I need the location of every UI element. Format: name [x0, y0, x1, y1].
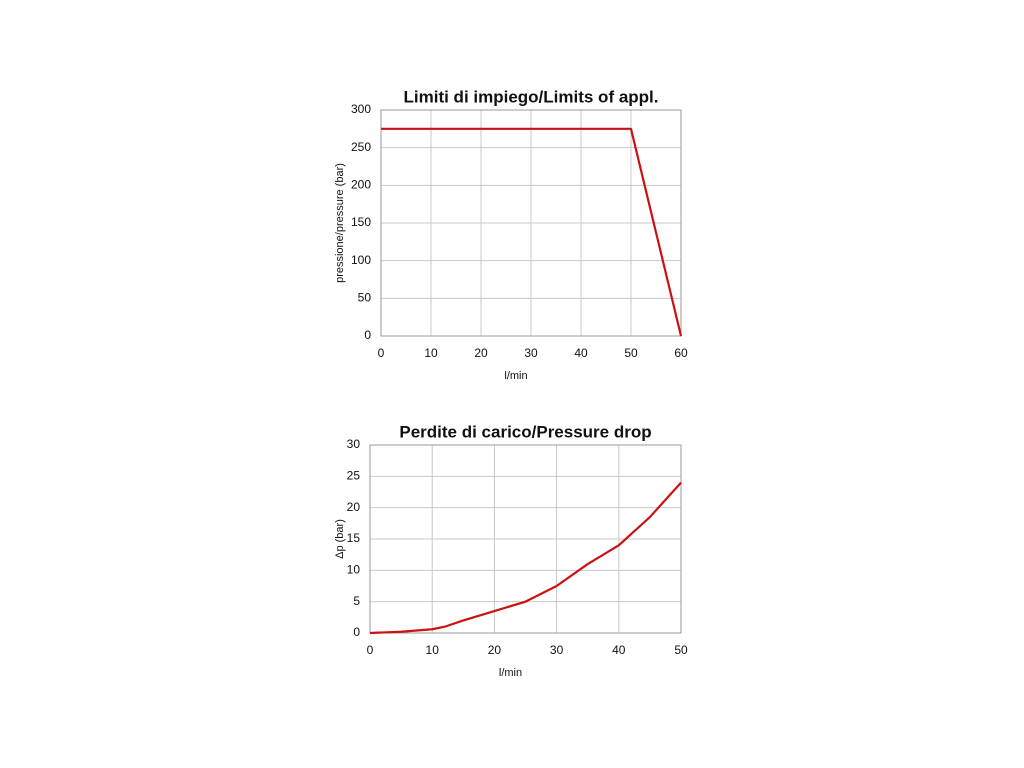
y-tick-label: 10	[347, 563, 361, 577]
x-tick-label: 60	[674, 346, 688, 360]
y-axis-label: Δp (bar)	[334, 519, 346, 559]
x-tick-label: 50	[624, 346, 638, 360]
x-tick-label: 0	[378, 346, 385, 360]
y-tick-label: 0	[353, 625, 360, 639]
y-tick-label: 100	[351, 253, 371, 267]
x-tick-label: 20	[474, 346, 488, 360]
x-tick-label: 20	[488, 643, 502, 657]
y-tick-label: 300	[351, 102, 371, 116]
y-axis-label: pressione/pressure (bar)	[334, 163, 346, 283]
x-axis-label: l/min	[499, 667, 522, 679]
y-tick-label: 5	[353, 594, 360, 608]
x-tick-label: 10	[424, 346, 438, 360]
y-tick-label: 50	[358, 291, 372, 305]
y-tick-label: 30	[347, 437, 361, 451]
chart-title: Perdite di carico/Pressure drop	[399, 422, 651, 441]
y-tick-label: 15	[347, 531, 361, 545]
y-tick-label: 200	[351, 178, 371, 192]
y-tick-label: 0	[364, 328, 371, 342]
plot-frame	[369, 444, 682, 634]
x-tick-label: 0	[367, 643, 374, 657]
data-line	[369, 481, 682, 635]
y-tick-label: 150	[351, 215, 371, 229]
x-axis-label: l/min	[504, 370, 527, 382]
y-tick-label: 20	[347, 500, 361, 514]
x-tick-label: 40	[574, 346, 588, 360]
x-tick-label: 30	[524, 346, 538, 360]
plot-frame	[380, 109, 682, 337]
x-tick-label: 30	[550, 643, 564, 657]
y-tick-label: 25	[347, 469, 361, 483]
x-tick-label: 10	[426, 643, 440, 657]
chart-title: Limiti di impiego/Limits of appl.	[404, 87, 659, 106]
x-tick-label: 40	[612, 643, 626, 657]
data-line	[381, 127, 683, 337]
y-tick-label: 250	[351, 140, 371, 154]
x-tick-label: 50	[674, 643, 688, 657]
